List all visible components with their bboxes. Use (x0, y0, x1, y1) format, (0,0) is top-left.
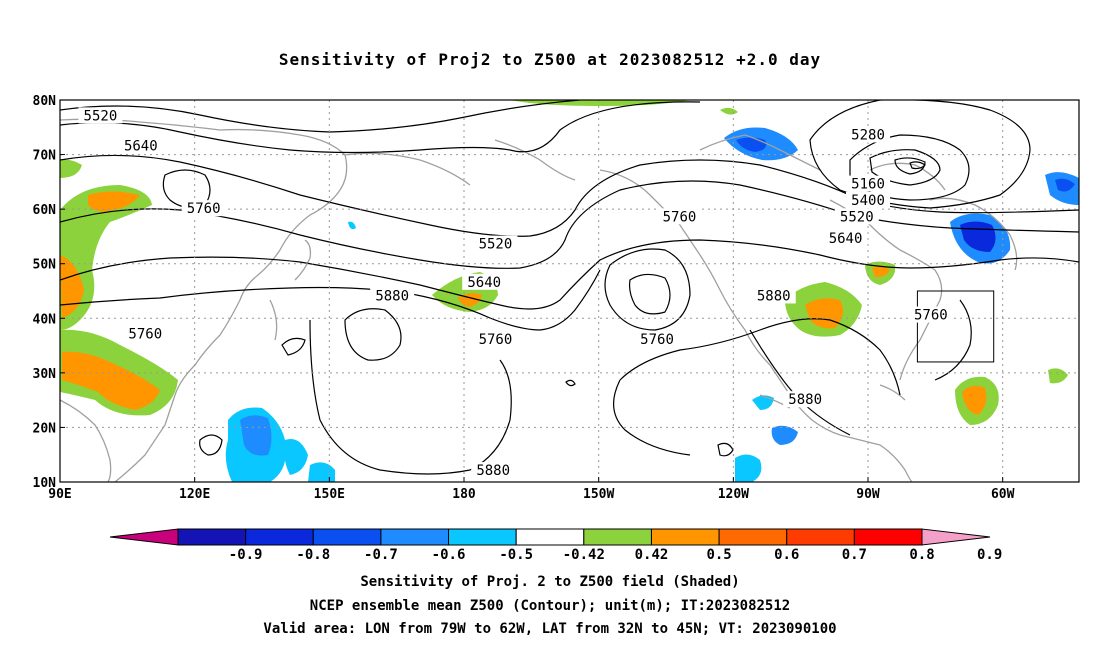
contour-label: 5160 (851, 177, 885, 193)
contour-label-bg (823, 230, 868, 247)
colorbar-box (718, 528, 788, 546)
contour-label-bg (473, 331, 518, 348)
contour-label: 5640 (829, 231, 863, 247)
lat-label: 40N (33, 312, 57, 327)
coastlines (60, 118, 1018, 482)
contour-label-bg (462, 273, 507, 290)
contour-label: 5520 (479, 237, 513, 253)
valid-area-box (916, 290, 995, 363)
colorbar-min-arrow (109, 528, 179, 546)
contour-label: 5880 (788, 392, 822, 408)
colorbar-box (583, 528, 652, 546)
map-grid (60, 100, 1079, 482)
contour-label-bg (846, 126, 891, 143)
contour-label: 5760 (914, 308, 948, 324)
colorbar-label: 0.5 (706, 547, 731, 563)
contour-label-bg (657, 208, 702, 225)
caption-valid-area: Valid area: LON from 79W to 62W, LAT fro… (263, 621, 837, 637)
colorbar-box (312, 528, 382, 546)
contour-label-bg (473, 235, 518, 252)
contour-label-bg (846, 175, 891, 192)
contour-label: 5520 (840, 209, 874, 225)
contour-labels: 5520 5640 5760 5760 5880 5520 5640 5760 5760 5760… (78, 107, 953, 479)
lat-label: 10N (33, 476, 57, 491)
contour-label-bg (751, 287, 796, 304)
contour-label: 5880 (757, 288, 791, 304)
lat-label: 60N (33, 203, 57, 218)
colorbar-label: 0.7 (842, 547, 867, 563)
lon-label: 60W (991, 487, 1015, 502)
lon-label: 90W (856, 487, 880, 502)
colorbar-label: -0.9 (229, 547, 263, 563)
lon-label: 150W (583, 487, 614, 502)
contour-label: 5880 (476, 463, 510, 479)
caption-shading: Sensitivity of Proj. 2 to Z500 field (Sh… (360, 574, 740, 590)
contour-label-bg (471, 462, 516, 479)
contour-label: 5760 (128, 327, 162, 343)
contour-label-bg (908, 306, 953, 323)
colorbar-label: -0.5 (499, 547, 533, 563)
colorbar-box (786, 528, 855, 546)
contour-label-bg (834, 208, 879, 225)
lon-label: 90E (48, 487, 71, 502)
colorbar-box (380, 528, 450, 546)
map-title: Sensitivity of Proj2 to Z500 at 20230825… (278, 50, 822, 69)
colorbar-label: 0.42 (635, 547, 669, 563)
lat-label: 30N (33, 367, 57, 382)
contour-label-bg (635, 331, 680, 348)
lat-label: 50N (33, 258, 57, 273)
colorbar-box (448, 528, 517, 546)
contour-label: 5760 (663, 209, 697, 225)
colorbar-label: -0.8 (296, 547, 330, 563)
map-frame (59, 99, 1080, 483)
colorbar-label: 0.6 (774, 547, 799, 563)
lon-label: 180 (452, 487, 476, 502)
contour-label-bg (118, 137, 163, 154)
lat-label: 80N (33, 94, 57, 109)
contour-label: 5640 (467, 275, 501, 291)
colorbar: -0.9 -0.8 -0.7 -0.6 -0.5 -0.42 0.42 0.5 0.6 0.7 0.… (109, 528, 1002, 563)
colorbar-box (515, 528, 585, 546)
contour-label: 5760 (479, 332, 513, 348)
lon-label: 120W (718, 487, 749, 502)
latitude-labels: 80N 70N 60N 50N 40N 30N 20N 10N (33, 94, 65, 491)
colorbar-max-arrow (921, 528, 991, 546)
lat-label: 20N (33, 421, 57, 436)
colorbar-label: -0.7 (364, 547, 398, 563)
contour-label: 5760 (187, 201, 221, 217)
lon-label: 150E (314, 487, 345, 502)
z500-contours (60, 100, 1079, 475)
colorbar-box (853, 528, 923, 546)
contour-label-bg (846, 191, 891, 208)
contour-label-bg (370, 287, 415, 304)
colorbar-box (245, 528, 314, 546)
colorbar-box (650, 528, 720, 546)
contour-label-bg (783, 391, 828, 408)
contour-label-bg (123, 325, 168, 342)
longitude-labels: 90E 120E 150E 180 150W 120W 90W 60W (48, 477, 1015, 502)
contour-label: 5640 (124, 138, 158, 154)
contour-label: 5880 (375, 288, 409, 304)
colorbar-label: -0.6 (432, 547, 466, 563)
contour-label: 5400 (851, 193, 885, 209)
contour-label: 5520 (84, 108, 118, 124)
contour-label: 5280 (851, 127, 885, 143)
contour-label-bg (181, 200, 226, 217)
colorbar-label: -0.42 (563, 547, 605, 563)
colorbar-label: 0.9 (977, 547, 1002, 563)
lon-label: 120E (179, 487, 210, 502)
contour-label-bg (78, 107, 123, 124)
colorbar-box (177, 528, 247, 546)
lat-label: 70N (33, 149, 57, 164)
colorbar-label: 0.8 (909, 547, 934, 563)
caption-contour: NCEP ensemble mean Z500 (Contour); unit(… (309, 598, 791, 614)
contour-label: 5760 (640, 332, 674, 348)
